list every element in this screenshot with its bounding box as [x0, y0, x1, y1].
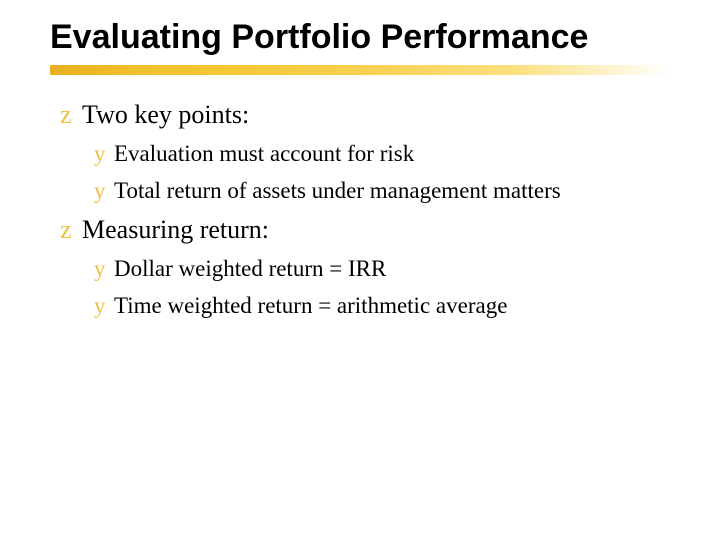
- bullet-item: y Total return of assets under managemen…: [94, 175, 670, 206]
- bullet-item: z Two key points:: [60, 97, 670, 132]
- bullet-item: y Time weighted return = arithmetic aver…: [94, 290, 670, 321]
- bullet-text: Two key points:: [82, 97, 670, 132]
- slide-content: z Two key points: y Evaluation must acco…: [50, 97, 670, 321]
- slide-container: Evaluating Portfolio Performance z Two k…: [0, 0, 720, 540]
- bullet-marker: z: [60, 212, 78, 247]
- bullet-text: Time weighted return = arithmetic averag…: [114, 290, 670, 321]
- bullet-text: Measuring return:: [82, 212, 670, 247]
- bullet-marker: y: [94, 175, 110, 206]
- bullet-text: Dollar weighted return = IRR: [114, 253, 670, 284]
- bullet-item: z Measuring return:: [60, 212, 670, 247]
- bullet-text: Evaluation must account for risk: [114, 138, 670, 169]
- bullet-marker: y: [94, 290, 110, 321]
- bullet-text: Total return of assets under management …: [114, 175, 670, 206]
- title-underline: [50, 65, 670, 75]
- bullet-marker: z: [60, 97, 78, 132]
- bullet-marker: y: [94, 138, 110, 169]
- slide-title: Evaluating Portfolio Performance: [50, 18, 670, 57]
- bullet-item: y Dollar weighted return = IRR: [94, 253, 670, 284]
- bullet-marker: y: [94, 253, 110, 284]
- bullet-item: y Evaluation must account for risk: [94, 138, 670, 169]
